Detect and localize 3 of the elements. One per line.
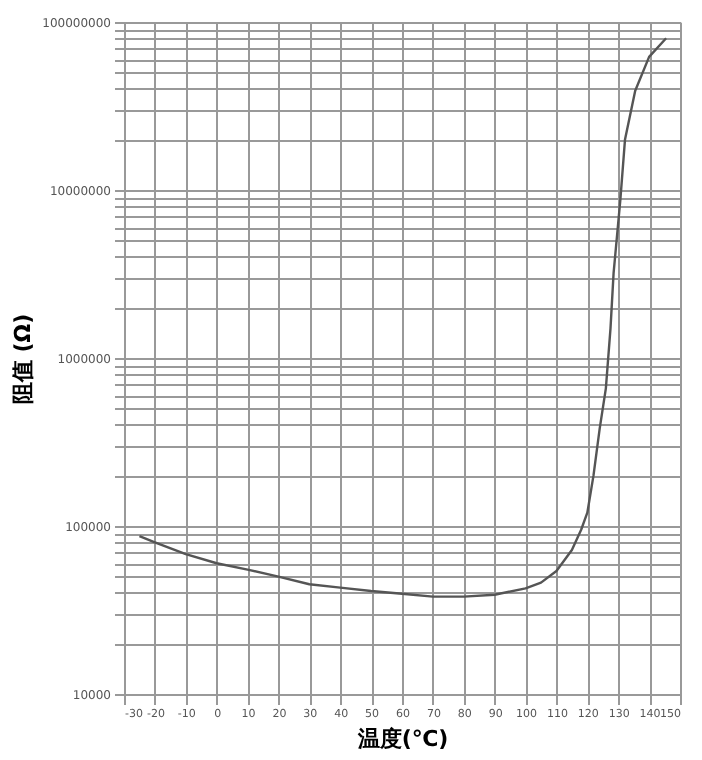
line-series [138,37,668,598]
x-axis-title: 温度(℃) [355,726,449,752]
y-axis-title: 阻值 (Ω) [10,313,37,405]
